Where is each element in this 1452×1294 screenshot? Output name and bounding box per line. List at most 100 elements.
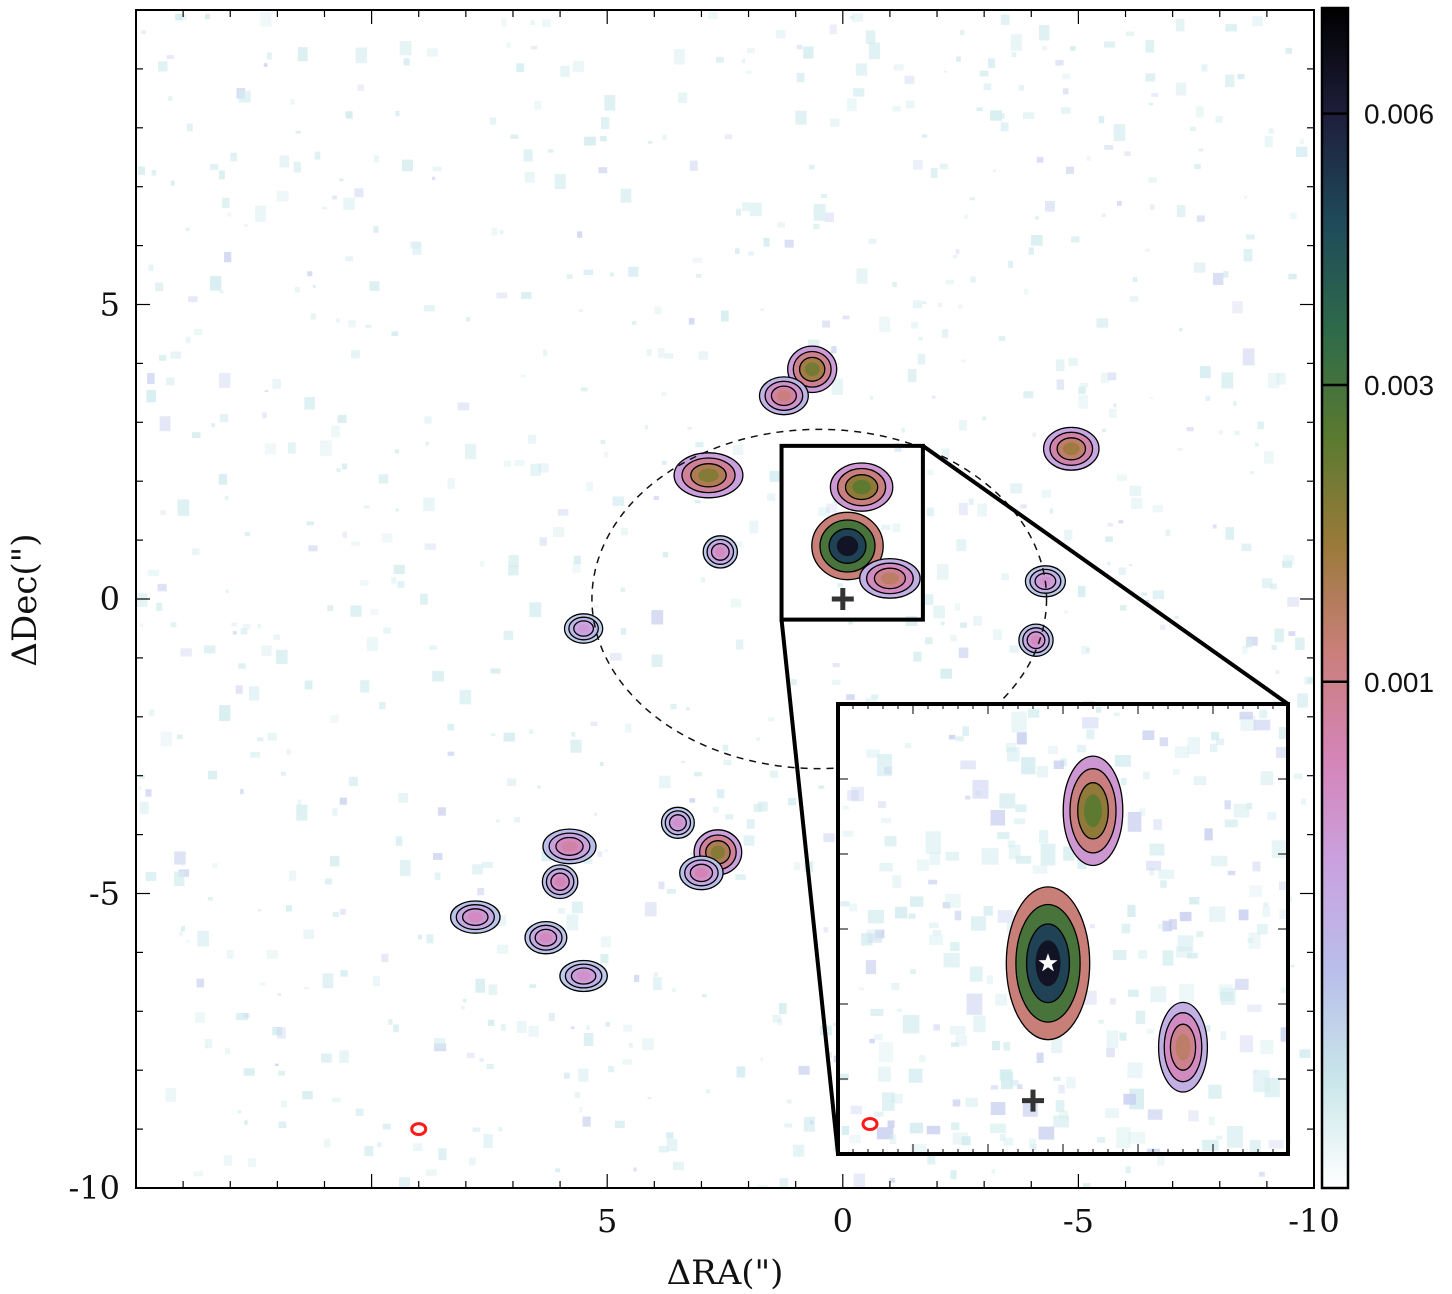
noise-speckle: [810, 1120, 814, 1125]
noise-speckle: [1145, 40, 1155, 53]
noise-speckle: [968, 498, 974, 505]
noise-speckle: [786, 1099, 792, 1104]
inset-noise-speckle: [1032, 865, 1048, 874]
noise-speckle: [1242, 348, 1255, 366]
inset-noise-speckle: [1036, 1052, 1044, 1063]
noise-speckle: [1010, 483, 1023, 494]
noise-speckle: [662, 552, 669, 558]
inset-noise-speckle: [1098, 1019, 1104, 1024]
noise-speckle: [548, 1012, 555, 1022]
noise-speckle: [730, 598, 742, 608]
noise-speckle: [1285, 47, 1293, 54]
noise-speckle: [302, 1091, 313, 1100]
noise-speckle: [363, 505, 370, 509]
noise-speckle: [530, 463, 541, 476]
noise-speckle: [1031, 235, 1043, 246]
noise-speckle: [818, 785, 825, 789]
noise-speckle: [1190, 126, 1196, 131]
noise-speckle: [1129, 485, 1142, 496]
inset-noise-speckle: [1106, 1030, 1119, 1048]
noise-speckle: [687, 426, 692, 430]
noise-speckle: [1177, 447, 1183, 451]
inset-noise-speckle: [1239, 1035, 1253, 1053]
inset-noise-speckle: [965, 795, 971, 800]
noise-speckle: [747, 48, 755, 53]
noise-speckle: [306, 521, 314, 526]
noise-speckle: [870, 396, 874, 400]
noise-speckle: [1042, 46, 1047, 51]
noise-speckle: [760, 308, 764, 311]
noise-speckle: [261, 645, 272, 656]
beam-ellipse: [410, 1122, 428, 1137]
noise-speckle: [979, 70, 989, 77]
noise-speckle: [1125, 1166, 1131, 1174]
noise-speckle: [956, 56, 961, 62]
inset-noise-speckle: [945, 851, 959, 861]
noise-speckle: [1186, 427, 1194, 432]
noise-speckle: [513, 817, 521, 823]
noise-speckle: [1071, 236, 1080, 243]
noise-speckle: [240, 628, 248, 635]
noise-speckle: [231, 622, 238, 627]
x-tick-label: -10: [1288, 1202, 1340, 1240]
noise-speckle: [341, 463, 348, 470]
noise-speckle: [538, 463, 549, 473]
noise-speckle: [340, 908, 346, 915]
noise-speckle: [842, 315, 850, 320]
inset-noise-speckle: [892, 875, 902, 888]
x-tick-label: 5: [597, 1202, 617, 1240]
inset-noise-speckle: [1086, 729, 1095, 740]
noise-speckle: [1245, 639, 1252, 648]
inset-noise-speckle: [990, 1085, 999, 1090]
plot-frame: [135, 9, 1315, 1189]
noise-speckle: [272, 378, 281, 389]
inset-noise-speckle: [919, 1055, 926, 1062]
noise-speckle: [339, 1050, 349, 1063]
noise-speckle: [207, 897, 213, 901]
noise-speckle: [211, 423, 215, 427]
noise-speckle: [1118, 567, 1126, 576]
noise-speckle: [735, 874, 746, 880]
noise-speckle: [666, 1138, 678, 1152]
inset-noise-speckle: [1208, 1116, 1215, 1126]
noise-speckle: [1023, 112, 1035, 119]
noise-speckle: [661, 392, 667, 397]
noise-speckle: [746, 819, 755, 829]
inset-noise-speckle: [1193, 776, 1207, 786]
noise-speckle: [497, 915, 506, 926]
noise-speckle: [830, 118, 840, 127]
noise-speckle: [288, 442, 296, 454]
noise-speckle: [865, 30, 876, 45]
noise-speckle: [1113, 124, 1126, 142]
noise-speckle: [232, 631, 237, 635]
noise-speckle: [889, 1178, 895, 1183]
y-tick-label: 0: [100, 580, 120, 618]
noise-speckle: [1145, 73, 1156, 82]
noise-speckle: [608, 1066, 615, 1073]
noise-speckle: [940, 621, 945, 626]
noise-speckle: [735, 248, 740, 254]
noise-speckle: [504, 460, 511, 467]
noise-speckle: [852, 13, 863, 22]
noise-speckle: [210, 164, 219, 170]
source-contour: [804, 362, 820, 377]
noise-speckle: [657, 348, 665, 358]
noise-speckle: [381, 953, 389, 963]
noise-speckle: [983, 83, 992, 91]
noise-speckle: [917, 353, 926, 365]
noise-speckle: [276, 1027, 286, 1039]
inset-noise-speckle: [1172, 769, 1181, 775]
noise-speckle: [530, 45, 538, 50]
noise-speckle: [958, 304, 963, 309]
inset-noise-speckle: [847, 790, 859, 801]
noise-speckle: [892, 106, 901, 112]
noise-speckle: [793, 862, 801, 871]
noise-speckle: [348, 776, 358, 786]
noise-speckle: [496, 819, 500, 823]
inset-noise-speckle: [1169, 919, 1177, 930]
noise-speckle: [399, 1177, 410, 1188]
noise-speckle: [219, 372, 231, 388]
noise-speckle: [769, 470, 781, 482]
noise-speckle: [557, 509, 569, 516]
